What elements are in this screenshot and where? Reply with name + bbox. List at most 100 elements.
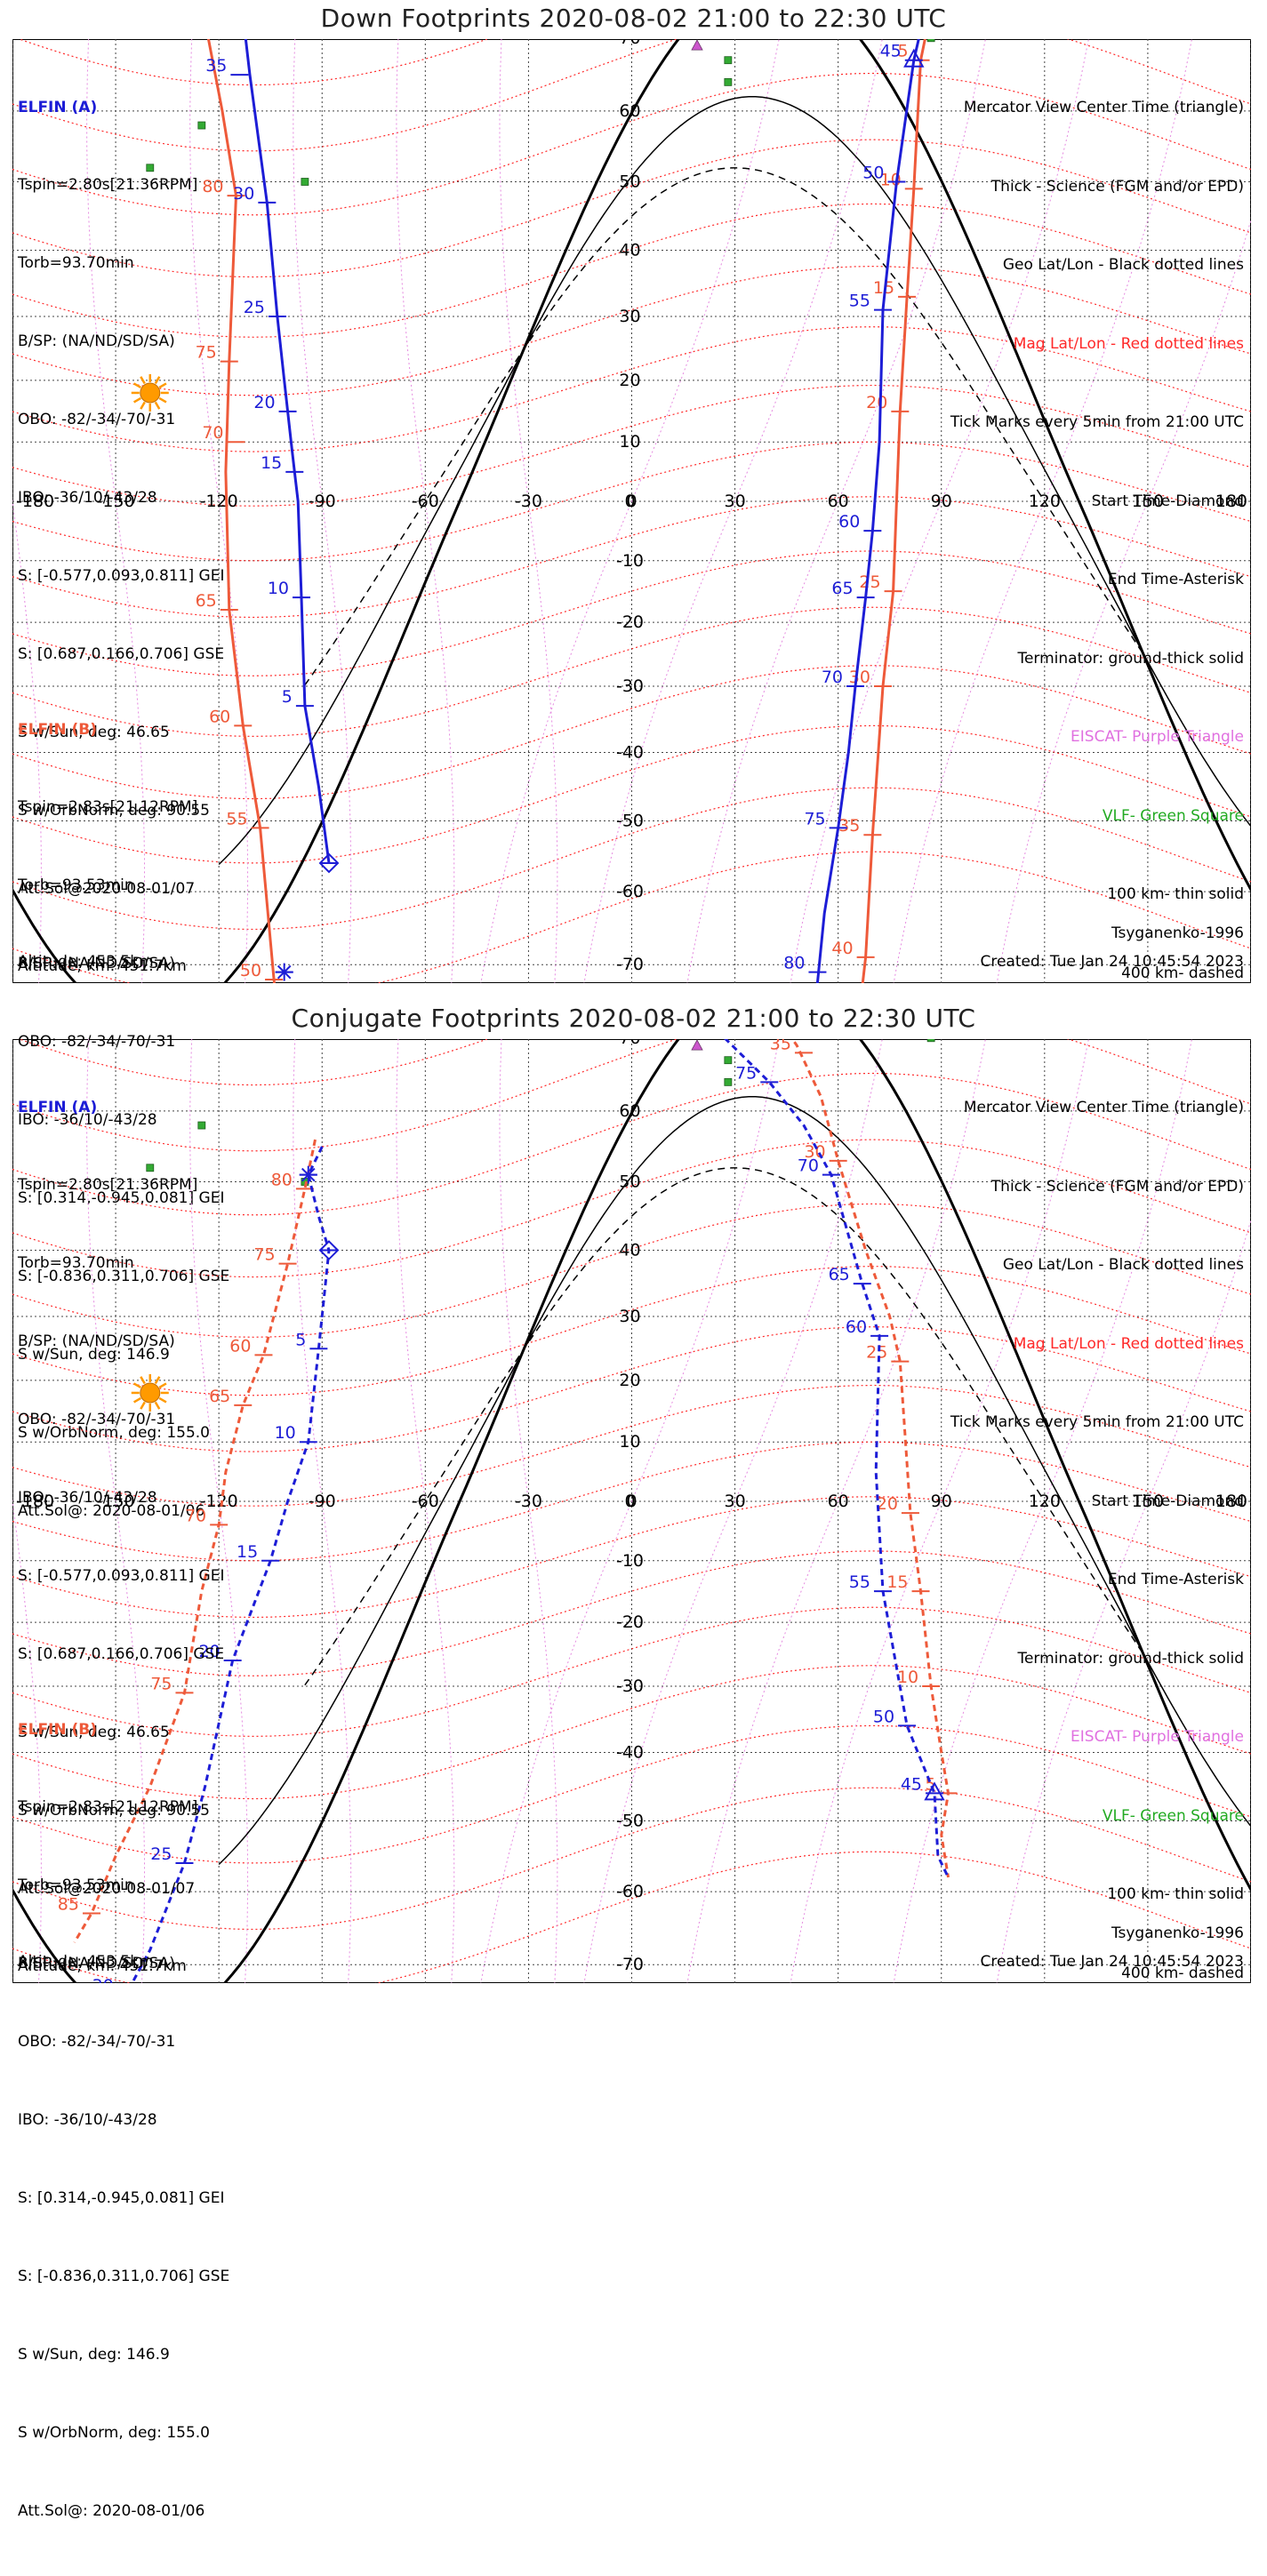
mag-grid	[12, 39, 1251, 983]
mag-longitude-line	[499, 39, 558, 983]
track-time-label: 45	[880, 42, 902, 61]
track-time-label: 75	[735, 1063, 757, 1083]
track-time-label: 50	[240, 961, 261, 980]
terminator-400km-line	[304, 167, 1145, 686]
track-time-label: 55	[849, 1572, 870, 1592]
legend-item: 100 km- thin solid	[1107, 1885, 1244, 1903]
track-time-label: 20	[866, 393, 887, 412]
terminator-100km-line	[218, 96, 1251, 866]
track-time-label: 15	[261, 453, 282, 473]
footprint-map[interactable]: -180 -150 -120 -90 -60 -30 0 30 60 90 120 150 180 70 6…	[12, 1039, 1251, 1983]
track-time-label: 20	[198, 1642, 220, 1661]
asterisk-stroke	[277, 964, 292, 980]
lon-tick-label: -180	[16, 1492, 54, 1511]
terminator-100km-line	[218, 1096, 1251, 1866]
elfin-a-line: Torb=93.70min	[18, 254, 134, 273]
elfin-a-track-line	[130, 1039, 950, 1983]
track-time-label: 75	[804, 809, 825, 828]
legend-item: Mag Lat/Lon - Red dotted lines	[1013, 334, 1244, 353]
sun-ray	[132, 1396, 142, 1404]
vlf-square-marker	[724, 1056, 733, 1065]
sun-ray	[154, 1401, 161, 1410]
lat-tick-label: 10	[619, 432, 640, 452]
vlf-square-marker	[724, 56, 733, 65]
legend-item: End Time-Asterisk	[1107, 571, 1244, 588]
elfin-a-line: S w/Sun, deg: 46.65	[18, 723, 170, 741]
track-time-label: 10	[268, 579, 289, 598]
elfin-b-line: Tspin=2.83s[21.12RPM]	[18, 1798, 198, 1817]
lon-tick-label: 60	[828, 1492, 849, 1511]
track-time-label: 25	[244, 298, 265, 317]
mag-longitude-line	[189, 1039, 249, 1983]
lat-tick-label: 50	[619, 1172, 640, 1192]
legend-item: Terminator: ground-thick solid	[1017, 1649, 1244, 1668]
lat-tick-label: -30	[616, 1676, 644, 1696]
lat-tick-label: -10	[616, 1551, 644, 1571]
legend-item: VLF- Green Square	[1102, 1806, 1244, 1825]
mag-latitude-line	[12, 665, 1251, 800]
track-time-label: 55	[226, 809, 247, 828]
legend-item: End Time-Asterisk	[1107, 1571, 1244, 1588]
mag-latitude-line	[12, 1851, 1251, 1983]
elfin-a-line: OBO: -82/-34/-70/-31	[18, 1411, 176, 1429]
track-time-label: 75	[150, 1674, 172, 1693]
lon-tick-label: 30	[724, 1492, 745, 1511]
legend-item: Tick Marks every 5min from 21:00 UTC	[950, 1413, 1244, 1431]
legend-item: Terminator: ground-thick solid	[1017, 649, 1244, 668]
lat-tick-label: -40	[616, 1742, 644, 1762]
eiscat-triangle-marker	[691, 1039, 703, 1051]
elfin-a-line: S w/OrbNorm, deg: 90.55	[18, 1801, 211, 1820]
mag-longitude-line	[893, 39, 1192, 983]
mag-longitude-line	[583, 1039, 883, 1983]
track-time-label: 10	[275, 1423, 296, 1443]
created-timestamp: Created: Tue Jan 24 10:45:54 2023	[980, 1953, 1244, 1971]
vlf-square-marker	[301, 178, 309, 186]
elfin-a-line: Tspin=2.80s[21.36RPM]	[18, 1176, 198, 1195]
legend-item: Start Time-Diamond	[1091, 492, 1244, 510]
legend-item: 400 km- dashed	[1121, 964, 1244, 982]
mag-latitude-line	[12, 1787, 1251, 1931]
elfin-b-line: B/SP: (NA/ND/SD/SA)	[18, 1955, 175, 1973]
footprint-map[interactable]: -180 -150 -120 -90 -60 -30 0 30 60 90 120 150 180 70 6…	[12, 39, 1251, 983]
track-time-label: 5	[897, 42, 908, 61]
elfin-a-label: ELFIN (A)	[18, 1098, 98, 1116]
view-center-triangle-marker	[903, 48, 925, 68]
track-time-label: 50	[862, 164, 884, 183]
mag-longitude-line	[86, 39, 145, 983]
mag-latitude-line	[12, 139, 1251, 278]
legend-item: 100 km- thin solid	[1107, 885, 1244, 903]
track-time-label: 70	[798, 1156, 819, 1176]
lon-tick-label: 30	[724, 492, 745, 511]
axis-labels: -180 -150 -120 -90 -60 -30 0 30 60 90 120 150 180 70 6…	[16, 39, 1247, 974]
mag-latitude-line	[12, 1265, 1251, 1396]
track-time-label: 20	[877, 1494, 898, 1514]
track-time-label: 60	[209, 707, 230, 726]
legend-item: VLF- Green Square	[1102, 806, 1244, 825]
elfin-b-info: ELFIN (B) Tspin=2.83s[21.12RPM] Torb=93.…	[18, 665, 229, 1576]
mag-grid	[12, 1039, 1251, 1983]
track-time-label: 70	[202, 423, 223, 443]
sun-ray	[132, 1382, 142, 1389]
mag-longitude-line	[293, 39, 352, 983]
mag-latitude-line	[12, 265, 1251, 396]
track-time-label: 35	[770, 1039, 791, 1053]
track-time-label: 60	[229, 1336, 251, 1356]
sun-ray	[140, 401, 146, 410]
sun-disc	[140, 1382, 161, 1404]
lon-tick-label: 180	[1215, 492, 1247, 511]
sun-ray	[140, 376, 146, 385]
elfin-b-line: IBO: -36/10/-43/28	[18, 1111, 157, 1130]
page-title: Conjugate Footprints 2020-08-02 21:00 to…	[291, 1004, 976, 1033]
elfin-a-line: Torb=93.70min	[18, 1254, 134, 1273]
legend-item: Tick Marks every 5min from 21:00 UTC	[950, 413, 1244, 431]
page-title: Down Footprints 2020-08-02 21:00 to 22:3…	[320, 4, 947, 33]
legend-item: Geo Lat/Lon - Black dotted lines	[1002, 256, 1244, 274]
lon-tick-label: -60	[412, 492, 439, 511]
credit: Tsyganenko-1996	[1111, 1924, 1244, 1942]
sun-icon	[131, 373, 169, 412]
track-time-label: 30	[92, 1976, 114, 1983]
lon-tick-label: 120	[1029, 492, 1061, 511]
sun-ray	[158, 396, 167, 404]
elfin-b-line: IBO: -36/10/-43/28	[18, 2111, 157, 2130]
elfin-a-line: Att.Sol@2020-08-01/07	[18, 1879, 196, 1898]
